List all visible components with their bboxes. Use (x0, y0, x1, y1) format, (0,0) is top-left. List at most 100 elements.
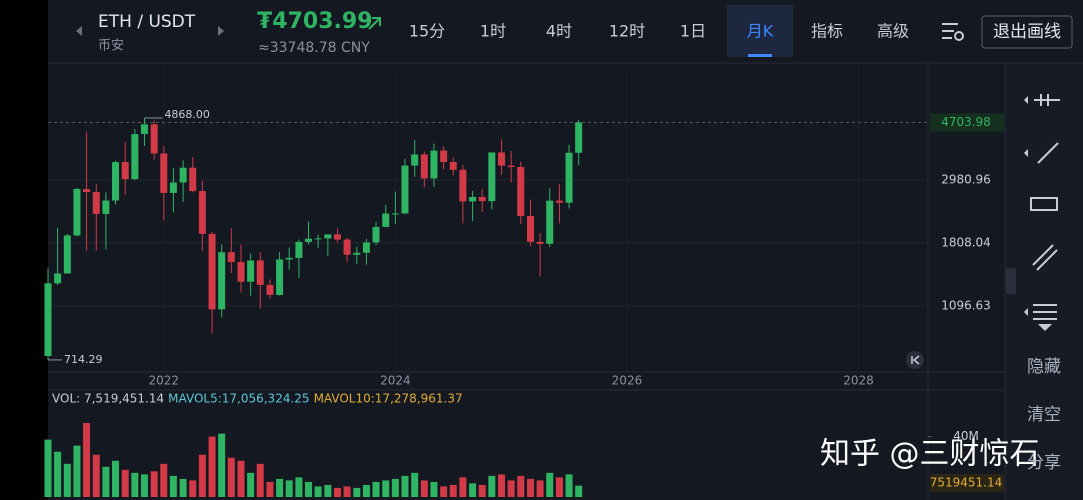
volume-bar (276, 478, 284, 497)
candle-body (83, 189, 91, 193)
volume-bar (362, 484, 370, 497)
candle-body (189, 167, 197, 192)
candle-body (343, 239, 351, 255)
candle-body (198, 191, 206, 234)
candle-body (102, 200, 110, 214)
volume-bar (54, 451, 62, 497)
volume-legend: VOL: 7,519,451.14 (52, 392, 164, 406)
volume-bar (131, 472, 139, 497)
candle-body (112, 162, 120, 201)
candle-body (150, 124, 158, 154)
volume-bar (83, 423, 91, 497)
next-arrow[interactable] (218, 26, 224, 36)
prev-arrow[interactable] (76, 26, 82, 36)
volume-bar (218, 433, 226, 497)
candle-body (555, 200, 563, 203)
volume-bar (237, 460, 245, 497)
candle-body (92, 192, 100, 214)
tab[interactable]: 月K (747, 22, 774, 41)
x-tick-label: 2024 (380, 374, 411, 388)
x-tick-label: 2022 (149, 374, 180, 388)
up-arrow (368, 17, 381, 30)
tab[interactable]: 4时 (546, 22, 572, 41)
candle-body (488, 152, 496, 202)
candle-body (140, 124, 148, 135)
candle-body (536, 241, 544, 244)
tab[interactable]: 1时 (480, 22, 506, 41)
volume-bar (372, 481, 380, 497)
watermark: 知乎 @三财惊石 (820, 437, 1040, 472)
volume-bar (247, 472, 255, 497)
candle-body (459, 169, 467, 202)
settings-icon[interactable] (942, 23, 964, 41)
candle-body (237, 262, 245, 282)
candle-body (208, 233, 216, 310)
tab[interactable]: 1日 (680, 22, 706, 41)
volume-bar (121, 469, 129, 497)
current-price-box (930, 113, 1004, 132)
side-tool[interactable]: 分享 (1027, 453, 1061, 473)
volume-label: 7519451.14 (930, 476, 1003, 490)
pair: ETH / USDT (98, 12, 196, 32)
candle-body (420, 154, 428, 179)
candle-body (131, 134, 139, 180)
volume-bar (314, 486, 322, 497)
side-tool[interactable]: 隐藏 (1027, 357, 1061, 377)
collapse-handle[interactable] (1006, 268, 1016, 294)
candle-body (362, 242, 370, 253)
candle-body (247, 260, 255, 282)
candle-body (478, 196, 486, 202)
candle-body (285, 257, 293, 260)
candle-body (73, 189, 81, 236)
exchange: 币安 (98, 39, 124, 54)
plot: 1096.63 1808.04 2980.96 2022 2024 2026 2028 470… (44, 65, 1004, 497)
volume-bar (411, 472, 419, 497)
draw-tools[interactable] (1030, 94, 1060, 320)
volume-bar (150, 471, 158, 497)
volume-bar (295, 477, 303, 497)
scroll-end-icon (911, 355, 920, 365)
background (48, 0, 1083, 500)
volume-bar (536, 480, 544, 497)
candle-body (469, 196, 477, 202)
volume-bar (382, 480, 390, 497)
volume-bar (555, 477, 563, 497)
tab[interactable]: 高级 (877, 22, 909, 41)
toolbar-bg (1005, 63, 1083, 500)
exit-button-frame[interactable] (981, 15, 1073, 49)
candle-body (382, 213, 390, 227)
candle-body (266, 284, 274, 295)
candle-body (63, 235, 71, 274)
y-tick-label: 1096.63 (941, 298, 991, 312)
y-tick-label: 40M (953, 429, 979, 443)
volume-bar (305, 481, 313, 497)
price: ₮4703.99 (257, 9, 373, 34)
tab[interactable]: 指标 (811, 22, 843, 41)
volume-bar (266, 481, 274, 497)
tab[interactable]: 12时 (609, 22, 645, 41)
candle-body (227, 252, 235, 263)
volume-bar (391, 478, 399, 497)
candle-body (169, 182, 177, 193)
tab[interactable]: 15分 (409, 22, 445, 41)
candle-body (401, 165, 409, 214)
candle-body (256, 260, 264, 285)
side-tool[interactable]: 清空 (1027, 405, 1061, 425)
volume-bar (160, 463, 168, 497)
candle-body (565, 152, 573, 203)
volume-bar (575, 485, 583, 497)
volume-bar (478, 484, 486, 497)
candle-body (498, 152, 506, 166)
volume-bar (469, 483, 477, 497)
candle-body (295, 241, 303, 258)
exit-button[interactable]: 退出画线 (993, 22, 1061, 42)
volume-bar (140, 474, 148, 497)
candle-body (179, 167, 187, 183)
volume-bar (179, 478, 187, 497)
candle-body (430, 150, 438, 179)
volume-bar (565, 474, 573, 497)
volume-bar (401, 475, 409, 497)
volume-bar (63, 463, 71, 497)
